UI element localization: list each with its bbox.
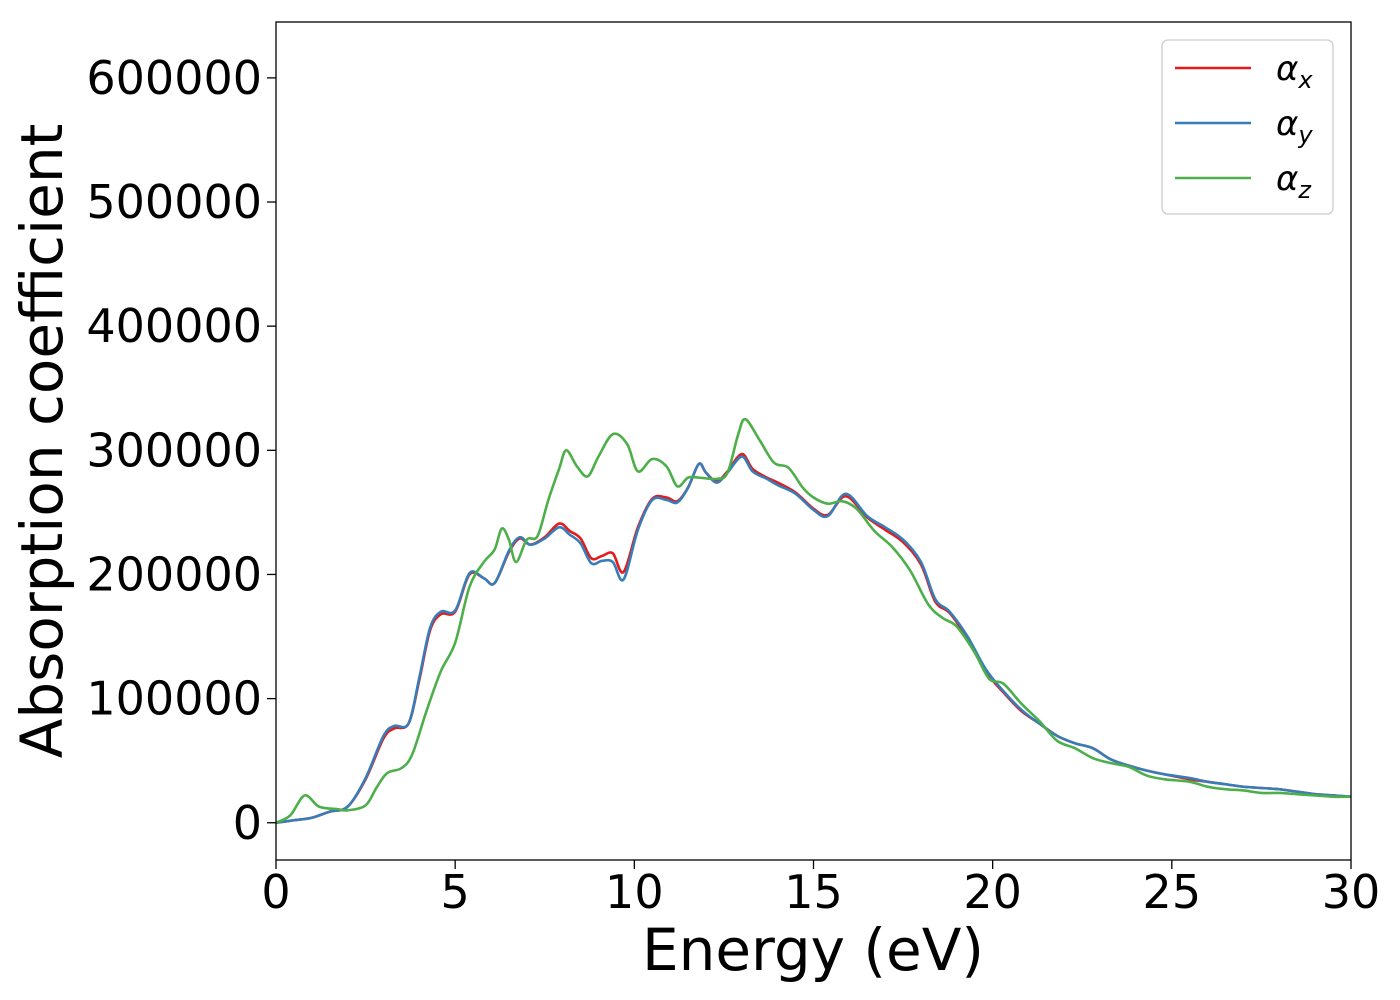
x-tick-label: 0 xyxy=(261,865,290,919)
x-tick-label: 20 xyxy=(963,865,1022,919)
legend-symbol: α xyxy=(1276,159,1298,199)
legend-subscript: x xyxy=(1297,66,1313,94)
legend-subscript: y xyxy=(1297,121,1313,149)
y-tick-label: 300000 xyxy=(86,423,262,477)
series-layer xyxy=(276,417,1351,825)
y-tick-label: 0 xyxy=(233,796,262,850)
legend-subscript: z xyxy=(1297,176,1312,204)
x-tick-label: 30 xyxy=(1322,865,1381,919)
x-axis-title: Energy (eV) xyxy=(642,916,984,984)
y-tick-label: 400000 xyxy=(86,299,262,353)
series-line-z xyxy=(276,417,1351,825)
legend-label-z: αz xyxy=(1276,159,1312,204)
legend-label-x: αx xyxy=(1276,49,1313,94)
x-axis: 0 5 10 15 20 25 30 xyxy=(261,860,1380,919)
y-tick-label: 100000 xyxy=(86,672,262,726)
y-tick-label: 500000 xyxy=(86,175,262,229)
x-tick-label: 5 xyxy=(441,865,470,919)
y-axis-title: Absorption coefficient xyxy=(8,124,76,759)
legend-symbol: α xyxy=(1276,49,1298,89)
legend-box xyxy=(1161,39,1334,215)
y-tick-label: 600000 xyxy=(86,51,262,105)
y-axis: 0 100000 200000 300000 400000 500000 600000 xyxy=(86,51,276,850)
x-tick-label: 15 xyxy=(784,865,843,919)
legend-symbol: α xyxy=(1276,104,1298,144)
y-tick-label: 200000 xyxy=(86,547,262,601)
legend-label-y: αy xyxy=(1276,104,1313,149)
x-tick-label: 10 xyxy=(605,865,664,919)
x-tick-label: 25 xyxy=(1143,865,1202,919)
